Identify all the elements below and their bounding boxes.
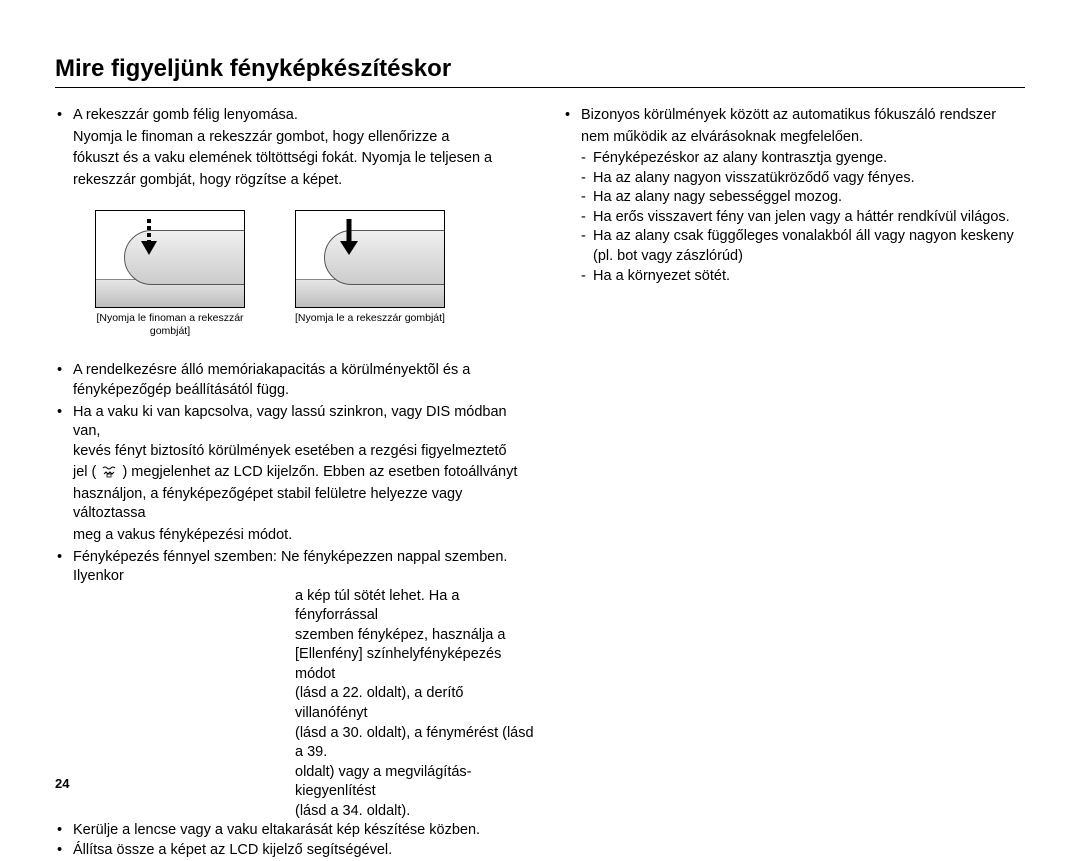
figure-full-press: [Nyomja le a rekeszzár gombját] (295, 210, 445, 337)
figure-caption: [Nyomja le finoman a rekeszzár gombját] (95, 312, 245, 337)
dash-item: - Ha erős visszavert fény van jelen vagy… (563, 208, 1025, 228)
continuation-text: rekeszzár gombját, hogy rögzítse a képet… (55, 171, 535, 191)
continuation-text: kevés fényt biztosító körülmények esetéb… (55, 442, 535, 462)
arrow-dashed-icon (140, 217, 158, 257)
arrow-solid-icon (340, 217, 358, 257)
bullet-dot: • (55, 841, 73, 861)
hanging-text: a kép túl sötét lehet. Ha a fényforrássa… (55, 587, 535, 626)
bullet-text: Kerülje a lencse vagy a vaku eltakarását… (73, 821, 535, 841)
bullet-dot: • (563, 106, 581, 126)
dash-text: Ha erős visszavert fény van jelen vagy a… (593, 208, 1025, 228)
dash-text: Fényképezéskor az alany kontrasztja gyen… (593, 149, 1025, 169)
dash-text: (pl. bot vagy zászlórúd) (593, 247, 1025, 267)
continuation-text: Nyomja le finoman a rekeszzár gombot, ho… (55, 128, 535, 148)
continuation-text: fókuszt és a vaku elemének töltöttségi f… (55, 149, 535, 169)
bullet-dot: • (55, 403, 73, 442)
figure-box (95, 210, 245, 308)
text-fragment: ) megjelenhet az LCD kijelzőn. Ebben az … (122, 464, 517, 480)
dash-item: - Fényképezéskor az alany kontrasztja gy… (563, 149, 1025, 169)
title-bar: Mire figyeljünk fényképkészítéskor (55, 55, 1025, 88)
hanging-text: [Ellenfény] színhelyfényképezés módot (55, 645, 535, 684)
continuation-text: jel ( ) megjelenhet az LCD kijelzőn. Ebb… (55, 463, 535, 483)
hanging-text: (lásd a 22. oldalt), a derítő villanófén… (55, 684, 535, 723)
camera-shake-icon (100, 465, 118, 479)
dash-mark: - (581, 267, 593, 287)
continuation-text: fényképezőgép beállításától függ. (55, 381, 535, 401)
bullet-text: A rendelkezésre álló memóriakapacitás a … (73, 361, 535, 381)
dash-item: - Ha az alany nagy sebességgel mozog. (563, 188, 1025, 208)
dash-item: - Ha a környezet sötét. (563, 267, 1025, 287)
dash-item-continuation: (pl. bot vagy zászlórúd) (563, 247, 1025, 267)
continuation-text: meg a vakus fényképezési módot. (55, 526, 535, 546)
dash-text: Ha a környezet sötét. (593, 267, 1025, 287)
bullet-dot: • (55, 106, 73, 126)
dash-mark: - (581, 149, 593, 169)
hanging-text: (lásd a 34. oldalt). (55, 802, 535, 822)
bullet-dot: • (55, 821, 73, 841)
dash-mark: - (581, 227, 593, 247)
bullet-shutter-half: • A rekeszzár gomb félig lenyomása. (55, 106, 535, 126)
bullet-avoid-covering: • Kerülje a lencse vagy a vaku eltakarás… (55, 821, 535, 841)
bullet-text: A rekeszzár gomb félig lenyomása. (73, 106, 535, 126)
right-column: • Bizonyos körülmények között az automat… (563, 106, 1025, 861)
dash-text: Ha az alany csak függőleges vonalakból á… (593, 227, 1025, 247)
figure-caption: [Nyomja le a rekeszzár gombját] (295, 312, 445, 325)
bullet-flash-off: • Ha a vaku ki van kapcsolva, vagy lassú… (55, 403, 535, 442)
content-columns: • A rekeszzár gomb félig lenyomása. Nyom… (55, 106, 1025, 861)
hanging-text: (lásd a 30. oldalt), a fénymérést (lásd … (55, 724, 535, 763)
dash-mark: - (581, 169, 593, 189)
page-number: 24 (55, 776, 69, 791)
text-fragment: jel ( (73, 464, 96, 480)
lead-text: Fényképezés fénnyel szemben: (73, 549, 281, 565)
bullet-group: • A rendelkezésre álló memóriakapacitás … (55, 353, 535, 860)
page-title: Mire figyeljünk fényképkészítéskor (55, 55, 1025, 83)
dash-text: Ha az alany nagyon visszatükröződő vagy … (593, 169, 1025, 189)
left-column: • A rekeszzár gomb félig lenyomása. Nyom… (55, 106, 535, 861)
bullet-text: Bizonyos körülmények között az automatik… (581, 106, 1025, 126)
bullet-dot: • (55, 361, 73, 381)
bullet-memory: • A rendelkezésre álló memóriakapacitás … (55, 361, 535, 381)
bullet-text: Ha a vaku ki van kapcsolva, vagy lassú s… (73, 403, 535, 442)
bullet-compose-lcd: • Állítsa össze a képet az LCD kijelző s… (55, 841, 535, 861)
figure-light-press: [Nyomja le finoman a rekeszzár gombját] (95, 210, 245, 337)
continuation-text: használjon, a fényképezőgépet stabil fel… (55, 485, 535, 524)
bullet-text: Állítsa össze a képet az LCD kijelző seg… (73, 841, 535, 861)
continuation-text: nem működik az elvárásoknak megfelelően. (563, 128, 1025, 148)
bullet-af-fail: • Bizonyos körülmények között az automat… (563, 106, 1025, 126)
figures-row: [Nyomja le finoman a rekeszzár gombját] … (55, 210, 535, 337)
hanging-text: oldalt) vagy a megvilágítás-kiegyenlítés… (55, 763, 535, 802)
dash-item: - Ha az alany nagyon visszatükröződő vag… (563, 169, 1025, 189)
figure-box (295, 210, 445, 308)
hanging-text: szemben fényképez, használja a (55, 626, 535, 646)
bullet-against-light: • Fényképezés fénnyel szemben: Ne fényké… (55, 548, 535, 822)
dash-item: - Ha az alany csak függőleges vonalakból… (563, 227, 1025, 247)
dash-mark-empty (581, 247, 593, 267)
dash-text: Ha az alany nagy sebességgel mozog. (593, 188, 1025, 208)
bullet-dot: • (55, 548, 73, 587)
dash-mark: - (581, 208, 593, 228)
dash-mark: - (581, 188, 593, 208)
